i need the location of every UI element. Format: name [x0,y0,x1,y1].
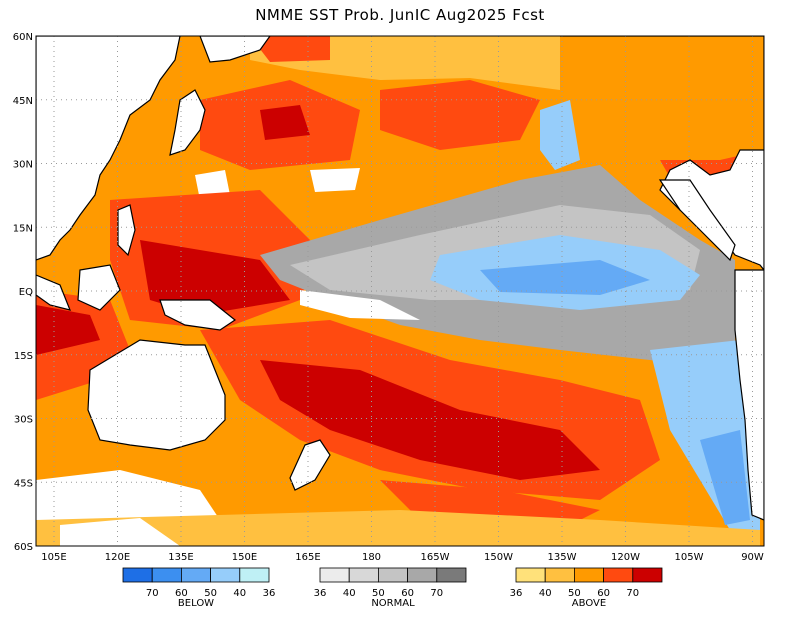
warm-pool-dark-red [140,240,290,315]
asia-land [36,36,181,261]
above-legend-label: 40 [539,588,552,599]
new-zealand-land [289,439,331,491]
normal-legend-caption: NORMAL [371,598,415,609]
north-america-land [560,36,764,271]
kamchatka-land [199,36,271,63]
lon-label: 105W [675,552,704,563]
normal-legend-swatch [407,567,438,583]
north-pacific-red-c [250,36,330,62]
sumatra-land [36,274,71,311]
normal-legend-label: 50 [372,588,385,599]
lon-label: 90W [741,552,764,563]
below-legend-swatch [151,567,182,583]
north-pacific-blue [540,100,580,170]
southern-ocean-white-b [60,518,180,546]
below-legend-label: 50 [204,588,217,599]
southern-ocean-orange [36,510,760,546]
lon-label: 165E [295,552,320,563]
below-legend-swatch [210,567,241,583]
lon-label: 180 [362,552,381,563]
normal-legend-label: 40 [343,588,356,599]
tropical-band-white [300,290,420,320]
japan-land [169,89,206,156]
peru-chile-below-b [700,430,750,525]
below-legend-swatch [239,567,270,583]
below-legend-swatch [122,567,153,583]
legend: 70 60 50 40 36 BELOW 36 40 50 60 70 NORMAL 36 40 50 60 7… [122,567,663,609]
above-legend-swatch [515,567,546,583]
above-legend-swatch [603,567,634,583]
lon-label: 135W [548,552,577,563]
above-legend-swatch [544,567,575,583]
normal-legend-swatch [319,567,350,583]
lat-label: 15N [13,223,33,234]
normal-legend-label: 36 [314,588,327,599]
north-pacific-red-d [260,105,310,140]
lon-label: 135E [168,552,193,563]
lat-label: 45S [14,478,33,489]
normal-legend-swatch [348,567,379,583]
south-america-land [734,269,764,521]
cold-tongue-below-b [480,260,650,295]
lon-label: 120E [105,552,130,563]
borneo-land [77,264,121,311]
australia-land [87,339,226,451]
north-pacific-red-b [380,80,540,150]
landmasses [36,36,764,521]
above-legend-label: 60 [597,588,610,599]
longitude-labels: 105E 120E 135E 150E 165E 180 165W 150W 135W 120W 1… [41,552,764,563]
normal-legend-swatch [436,567,467,583]
below-legend-label: 60 [175,588,188,599]
lon-label: 150W [484,552,513,563]
below-legend-label: 70 [146,588,159,599]
above-legend-label: 50 [568,588,581,599]
normal-legend-swatch [377,567,408,583]
above-legend-caption: ABOVE [572,598,606,609]
lat-label: 45N [13,96,33,107]
above-legend-swatch [574,567,605,583]
above-legend-label: 70 [626,588,639,599]
map-title: NMME SST Prob. JunIC Aug2025 Fcst [255,6,545,24]
lon-label: 120W [611,552,640,563]
lat-label: 30N [13,160,33,171]
north-pacific-white [195,170,230,200]
normal-legend-label: 60 [401,588,414,599]
new-guinea-land [159,299,237,331]
lon-label: 150E [232,552,257,563]
below-legend-caption: BELOW [178,598,214,609]
lon-label: 165W [421,552,450,563]
lon-label: 105E [41,552,66,563]
below-legend-swatch [180,567,211,583]
lat-label: 15S [14,351,33,362]
normal-legend-label: 70 [430,588,443,599]
lat-label: 30S [14,415,33,426]
lat-lon-grid [36,36,764,546]
above-legend-swatch [632,567,663,583]
below-legend-label: 36 [263,588,276,599]
latitude-labels: 60N 45N 30N 15N EQ 15S 30S 45S 60S [13,32,33,553]
indian-ocean-dark [36,305,100,355]
lat-label: 60N [13,32,33,43]
sst-field [36,36,764,546]
philippines-land [117,204,136,257]
above-legend-label: 36 [510,588,523,599]
lat-label: 60S [14,542,33,553]
lat-label: EQ [19,287,33,298]
south-pacific-dark-red [260,360,600,480]
central-america-land [658,179,736,262]
north-pacific-white-b [310,168,360,192]
map-frame [35,35,765,547]
below-legend-label: 40 [233,588,246,599]
